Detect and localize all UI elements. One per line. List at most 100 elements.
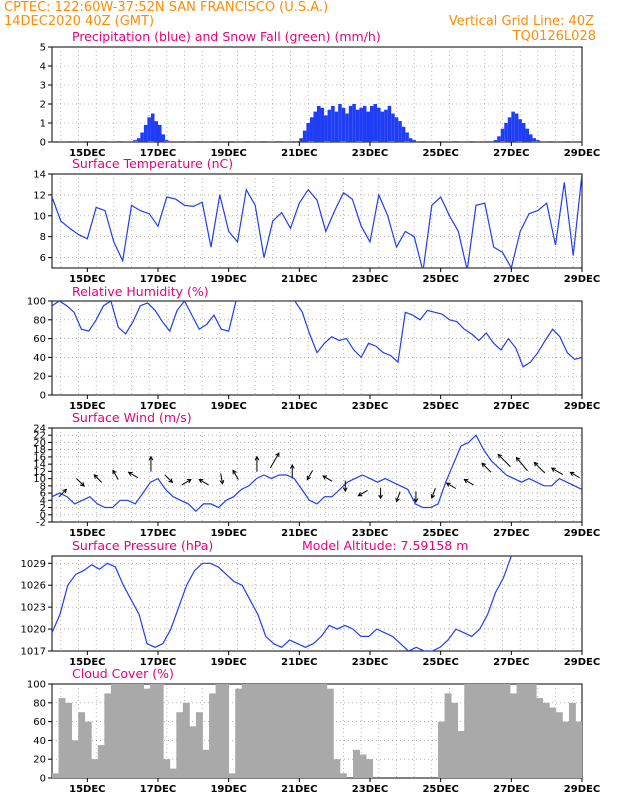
y-tick-label: 12 (33, 467, 46, 478)
cloud-bar (97, 745, 105, 778)
y-tick-label: 10 (33, 474, 46, 485)
y-tick-label: 6 (40, 489, 46, 500)
precip-bar (384, 109, 388, 142)
x-tick-label: 29DEC (564, 657, 600, 668)
precip-bar (355, 109, 360, 142)
cloud-bar (84, 721, 92, 778)
y-tick-label: 2 (40, 503, 46, 514)
precip-bar (497, 136, 501, 142)
x-tick-label: 17DEC (140, 148, 176, 159)
x-tick-label: 25DEC (422, 148, 458, 159)
x-tick-label: 21DEC (281, 274, 317, 285)
panel-0: Precipitation (blue) and Snow Fall (gree… (40, 29, 601, 159)
cloud-bar (182, 702, 190, 778)
x-tick-label: 27DEC (493, 148, 529, 159)
y-tick-label: 20 (33, 372, 46, 383)
x-tick-label: 17DEC (140, 274, 176, 285)
plot-frame (51, 300, 583, 396)
precip-bar (529, 134, 533, 142)
x-tick-label: 23DEC (352, 148, 388, 159)
cloud-bar (156, 684, 164, 778)
panel-1: Surface Temperature (nC) 6 8 10 12 14 15DEC 17D… (33, 156, 600, 285)
cloud-bar (254, 684, 262, 778)
x-tick-label: 15DEC (69, 657, 105, 668)
x-tick-label: 21DEC (281, 528, 317, 539)
cloud-bar (477, 684, 485, 778)
panel-title: Surface Wind (m/s) (72, 410, 192, 425)
precip-bar (504, 123, 508, 142)
precip-bar (302, 130, 307, 142)
cloud-bar (542, 702, 550, 778)
precip-bar (150, 113, 155, 142)
cloud-bar (176, 712, 184, 778)
cloud-bar (274, 684, 282, 778)
wind-arrow (445, 482, 457, 489)
precip-bar (359, 107, 363, 142)
y-tick-label: 40 (33, 353, 46, 364)
wind-arrow (481, 462, 492, 473)
y-tick-label: 80 (33, 315, 46, 326)
wind-arrow (164, 474, 174, 484)
cloud-bar (490, 684, 498, 778)
wind-arrow (322, 475, 333, 482)
wind-arrow (378, 487, 383, 500)
y-tick-label: 14 (33, 170, 46, 181)
wind-arrow (219, 473, 225, 485)
y-tick-label: 1017 (21, 647, 46, 658)
y-tick-label: 60 (33, 334, 46, 345)
plot-frame (51, 427, 583, 523)
plot-area (52, 104, 582, 142)
cloud-bar (359, 754, 367, 778)
cloud-bar (438, 721, 445, 778)
cloud-bar (209, 693, 216, 778)
x-tick-label: 15DEC (69, 528, 105, 539)
wind-arrow (463, 479, 474, 486)
wind-arrow (342, 480, 348, 493)
cloud-bar (150, 684, 158, 778)
cloud-bar (464, 684, 472, 778)
x-tick-label: 17DEC (140, 401, 176, 412)
y-tick-label: 12 (33, 190, 46, 201)
precip-bar (147, 117, 151, 142)
y-tick-label: 2 (40, 100, 46, 111)
cloud-bar (110, 684, 118, 778)
y-tick-label: 10 (33, 211, 46, 222)
y-tick-label: 14 (33, 460, 46, 471)
wind-arrow (289, 463, 295, 478)
precip-bar (327, 109, 332, 142)
panel-title: Cloud Cover (%) (72, 666, 174, 681)
cloud-bar (228, 773, 236, 778)
precip-bar (405, 132, 409, 142)
precip-bar (518, 119, 522, 142)
precip-bar (514, 113, 519, 142)
panel-annotation: Model Altitude: 7.59158 m (302, 538, 468, 553)
precip-bar (412, 140, 416, 142)
precip-bar (334, 111, 339, 142)
precip-bar (313, 111, 317, 142)
wind-arrow (254, 455, 260, 472)
precip-bar (299, 138, 303, 142)
x-tick-label: 19DEC (210, 657, 246, 668)
panel-title: Relative Humidity (%) (72, 284, 209, 299)
wind-arrow (306, 470, 314, 481)
precip-bar (331, 105, 335, 142)
cloud-bar (52, 773, 59, 778)
cloud-bar (320, 684, 328, 778)
wind-arrow (76, 478, 85, 487)
x-tick-label: 27DEC (493, 784, 529, 795)
y-tick-label: 0 (40, 138, 46, 149)
x-tick-label: 21DEC (281, 657, 317, 668)
cloud-bar (300, 684, 308, 778)
cloud-bar (510, 693, 517, 778)
precip-bar (398, 121, 402, 142)
cloud-bar (529, 684, 537, 778)
precip-bar (373, 104, 378, 142)
wind-arrow (413, 491, 419, 504)
x-tick-label: 19DEC (210, 784, 246, 795)
cloud-bar (503, 684, 511, 778)
plot-area (52, 174, 582, 268)
cloud-bar (549, 707, 557, 778)
cloud-bar (451, 702, 459, 778)
precip-bar (154, 121, 158, 142)
